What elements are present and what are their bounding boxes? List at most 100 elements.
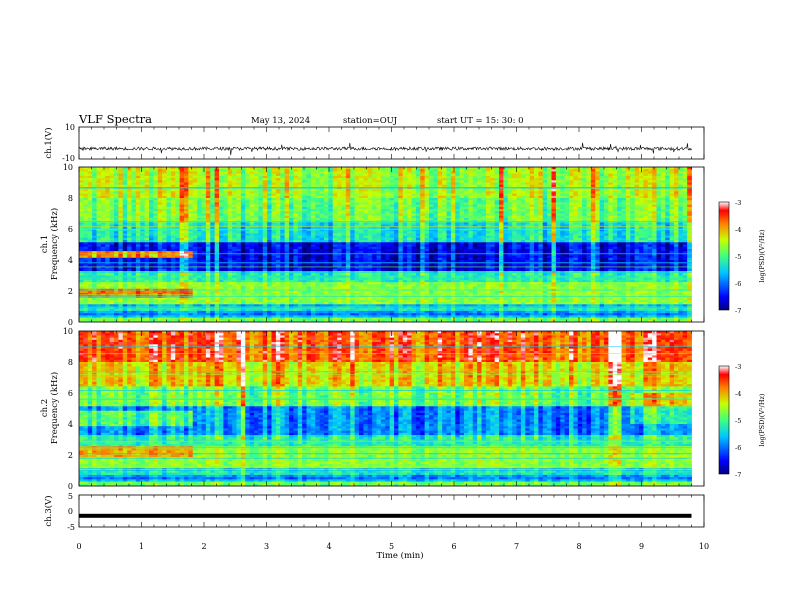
spectrogram-cell-1-4368 [201,235,207,239]
spectrogram-cell-1-4429 [468,235,474,239]
spectrogram-cell-1-1453 [310,189,316,192]
spectrogram-cell-1-847 [109,180,115,183]
spectrogram-cell-1-3760 [604,224,609,228]
spectrogram-cell-1-2372 [656,202,662,206]
spectrogram-cell-1-2117 [153,200,159,203]
spectrogram-cell-1-149 [118,169,124,172]
spectrogram-cell-1-2278 [245,202,251,206]
spectrogram-cell-1-576 [149,175,154,179]
spectrogram-cell-1-1549 [118,191,124,194]
spectrogram-cell-1-1102 [612,182,618,186]
spectrogram-cell-1-2175 [407,200,412,203]
spectrogram-cell-1-1952 [656,195,662,199]
spectrogram-cell-1-326 [280,171,286,175]
spectrogram-cell-1-4731 [564,240,570,243]
spectrogram-cell-1-1058 [420,182,426,186]
spectrogram-cell-1-3161 [433,215,439,219]
spectrogram-cell-1-1916 [499,195,504,199]
spectrogram-cell-1-2503 [617,204,622,208]
spectrogram-cell-1-4155 [494,231,500,234]
spectrogram-cell-1-3779 [687,224,692,228]
spectrogram-cell-1-1232 [569,184,574,188]
spectrogram-cell-1-4148 [464,231,469,234]
spectrogram-cell-1-2793 [660,209,666,212]
spectrogram-cell-1-1559 [162,191,167,194]
spectrogram-cell-1-4139 [424,231,430,234]
spectrogram-cell-1-1976 [149,198,154,201]
spectrogram-cell-1-2146 [280,200,286,203]
spectrogram-cell-1-1081 [520,182,526,186]
spectrogram-cell-1-2496 [586,204,592,208]
spectrogram-cell-1-440 [166,173,172,177]
spectrogram-cell-1-892 [306,180,312,183]
spectrogram-cell-1-1570 [210,191,216,194]
spectrogram-cell-1-742 [262,178,268,181]
spectrogram-cell-1-2440 [341,204,347,208]
spectrogram-cell-1-75 [407,167,412,170]
spectrogram-cell-1-2341 [520,202,526,206]
spectrogram-cell-1-3143 [354,215,360,219]
spectrogram-cell-1-1018 [245,182,251,186]
spectrogram-cell-1-1474 [402,189,408,192]
spectrogram-cell-1-3133 [310,215,316,219]
spectrogram-cell-1-2700 [254,209,259,212]
spectrogram-cell-1-2687 [197,209,202,212]
spectrogram-cell-1-592 [219,175,224,179]
spectrogram-cell-1-60 [341,167,347,170]
spectrogram-cell-1-2529 [118,206,124,210]
spectrogram-cell-1-254 [577,169,583,172]
spectrogram-cell-1-2211 [564,200,570,203]
spectrogram-cell-1-396 [586,171,592,175]
spectrogram-cell-1-2389 [118,204,124,208]
spectrogram-cell-1-4369 [205,235,211,239]
spectrogram-cell-1-685 [625,175,631,179]
spectrogram-cell-1-690 [647,175,653,179]
spectrogram-cell-1-2533 [135,206,141,210]
spectrogram-cell-1-4133 [398,231,404,234]
spectrogram-cell-1-2425 [275,204,281,208]
spectrogram-cell-1-341 [345,171,351,175]
spectrogram-cell-1-4102 [262,231,268,234]
spectrogram-cell-1-701 [83,178,89,181]
spectrogram-cell-1-2058 [507,198,513,201]
spectrogram-cell-1-716 [149,178,154,181]
spectrogram-cell-1-466 [280,173,286,177]
spectrogram-cell-1-315 [232,171,237,175]
spectrogram-cell-1-1956 [674,195,679,199]
spectrogram-cell-1-2725 [363,209,369,212]
spectrogram-cell-1-2704 [271,209,277,212]
spectrogram-cell-1-2113 [135,200,141,203]
spectrogram-cell-1-1963 [92,198,97,201]
spectrogram-cell-1-4362 [175,235,181,239]
spectrogram-cell-1-2498 [595,204,601,208]
spectrogram-cell-1-4107 [284,231,290,234]
spectrogram-cell-1-3138 [332,215,338,219]
spectrogram-cell-1-1814 [665,193,671,197]
spectrogram-cell-1-2322 [437,202,443,206]
spectrogram-cell-1-3766 [630,224,636,228]
spectrogram-cell-1-356 [411,171,417,175]
spectrogram-cell-1-545 [625,173,631,177]
spectrogram-cell-1-3661 [170,224,176,228]
spectrogram-cell-1-1001 [170,182,176,186]
spectrogram-cell-1-2521 [83,206,89,210]
spectrogram-cell-1-1004 [184,182,189,186]
spectrogram-cell-1-1044 [359,182,364,186]
spectrogram-cell-1-3771 [652,224,657,228]
spectrogram-cell-1-780 [429,178,434,181]
spectrogram-cell-1-2255 [144,202,150,206]
spectrogram-cell-1-4720 [516,240,522,243]
spectrogram-cell-1-4626 [105,240,111,243]
spectrogram-cell-1-2083 [617,198,622,201]
spectrogram-cell-1-1843 [179,195,185,199]
spectrogram-cell-1-903 [354,180,360,183]
spectrogram-cell-1-713 [135,178,141,181]
spectrogram-cell-1-2170 [385,200,391,203]
spectrogram-cell-1-1433 [223,189,229,192]
spectrogram-cell-1-478 [332,173,338,177]
spectrogram-cell-1-2252 [131,202,137,206]
spectrogram-cell-1-1452 [306,189,312,192]
spectrogram-cell-1-3654 [140,224,146,228]
spectrogram-cell-1-94 [490,167,496,170]
spectrogram-cell-1-1609 [380,191,386,194]
